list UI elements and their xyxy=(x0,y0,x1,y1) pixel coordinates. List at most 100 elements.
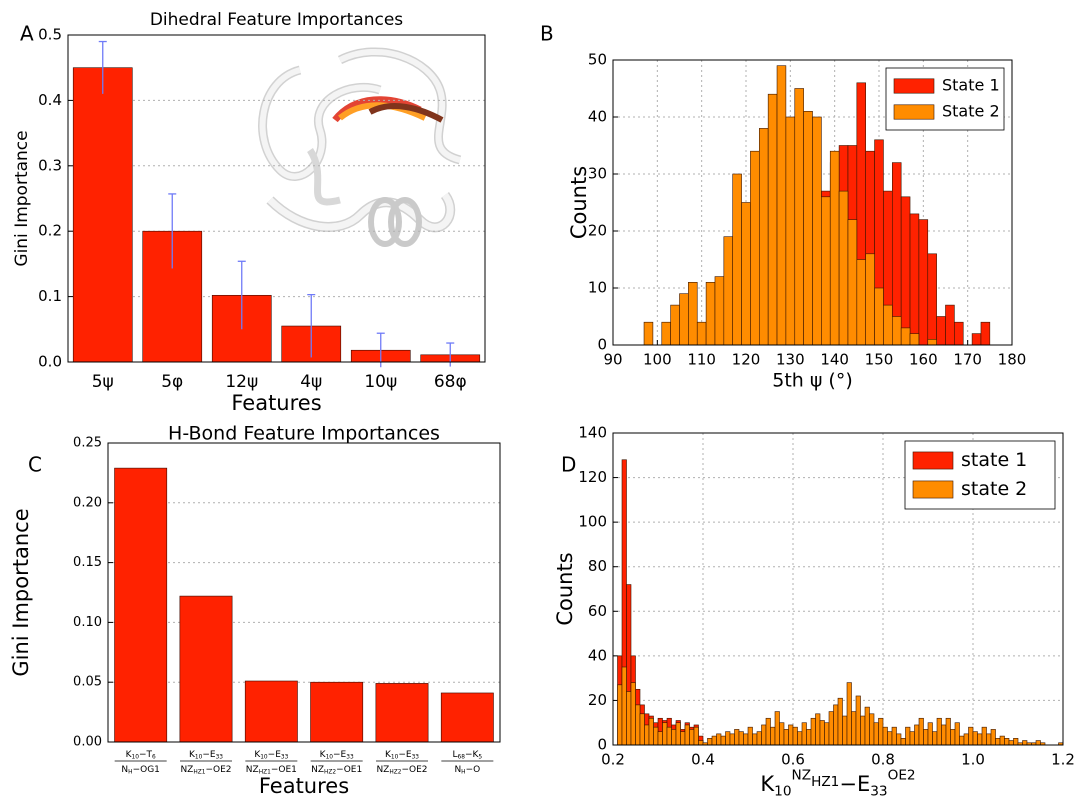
histogram-bar xyxy=(918,219,929,346)
histogram-bar xyxy=(927,338,937,346)
panel-label: D xyxy=(561,453,576,477)
legend-swatch xyxy=(912,480,954,499)
histogram-bar xyxy=(972,731,978,746)
histogram-bar xyxy=(980,321,991,346)
x-tick-label: 5φ xyxy=(161,372,183,392)
histogram-bar xyxy=(761,724,767,746)
x-axis-label-part: OE2 xyxy=(888,768,916,784)
plot-frame xyxy=(612,59,1013,346)
x-axis-label-part: 10 xyxy=(774,783,791,799)
histogram-bar xyxy=(621,666,627,746)
y-tick-label: 0.25 xyxy=(73,436,102,451)
x-tick-label-part: K xyxy=(189,750,196,760)
histogram-bar xyxy=(819,720,825,746)
histogram-bar xyxy=(896,733,902,746)
x-tick-label: 0.4 xyxy=(691,751,715,769)
plot-frame xyxy=(67,34,486,363)
y-tick-label: 140 xyxy=(578,424,607,442)
histogram-bar xyxy=(865,253,875,346)
histogram-bar xyxy=(971,333,982,346)
x-tick-label: 150 xyxy=(865,351,894,369)
x-tick-label-part: −O xyxy=(466,765,481,775)
legend-label: state 2 xyxy=(961,478,1027,500)
histogram-bar xyxy=(714,276,725,346)
legend-swatch xyxy=(893,104,935,120)
histogram-bar xyxy=(720,735,726,746)
histogram-bar xyxy=(838,190,849,346)
y-tick-label: 0.3 xyxy=(38,156,62,174)
histogram-bar xyxy=(1022,740,1028,746)
plot-frame xyxy=(107,442,501,743)
histogram-bar xyxy=(801,722,807,746)
panel-label: C xyxy=(28,453,42,477)
histogram-bar xyxy=(776,65,787,346)
x-tick-label: 0.6 xyxy=(781,751,805,769)
legend-label: State 2 xyxy=(942,102,1000,121)
bar xyxy=(244,680,298,743)
histogram-bar xyxy=(963,733,969,746)
histogram-bar xyxy=(1008,740,1014,746)
y-tick-label: 40 xyxy=(588,646,607,664)
histogram-bar xyxy=(847,219,858,346)
x-tick-label-part: HZ1 xyxy=(193,769,205,775)
histogram-bar xyxy=(783,729,789,746)
histogram-bar xyxy=(688,281,698,346)
x-tick-label: K10−T6 xyxy=(126,750,156,761)
x-tick-label-part: 33 xyxy=(412,754,420,760)
x-tick-label-part: NZ xyxy=(180,765,193,775)
histogram-bar xyxy=(950,729,956,746)
histogram-bar xyxy=(707,738,713,746)
histogram-bar xyxy=(644,724,650,746)
x-tick-label-part: 33 xyxy=(216,754,224,760)
y-tick-label: 0 xyxy=(597,736,607,754)
histogram-bar xyxy=(675,722,681,746)
histogram-bar xyxy=(639,713,645,746)
x-tick-label: 1.2 xyxy=(1051,751,1075,769)
histogram-bar xyxy=(738,731,744,746)
x-tick-label-part: 10 xyxy=(326,754,334,760)
histogram-bar xyxy=(824,722,830,746)
y-tick-label: 40 xyxy=(588,108,607,126)
y-tick-label: 20 xyxy=(588,691,607,709)
x-tick-label: 90 xyxy=(603,351,622,369)
x-tick-label-part: −OE2 xyxy=(401,765,427,775)
legend-swatch xyxy=(912,451,954,470)
y-tick-label: 0.5 xyxy=(38,26,62,44)
x-tick-label: 4ψ xyxy=(300,372,322,392)
histogram-bar xyxy=(914,724,920,746)
x-tick-label: NZHZ1−OE2 xyxy=(180,765,231,776)
histogram-bar xyxy=(630,682,636,746)
helix xyxy=(368,197,402,247)
y-tick-label: 0.05 xyxy=(73,675,102,690)
histogram-bar xyxy=(959,735,965,746)
histogram-bar xyxy=(927,253,937,346)
histogram-bar xyxy=(1013,738,1019,746)
x-tick-label: L68−K5 xyxy=(453,750,483,761)
histogram-bar xyxy=(873,722,879,746)
histogram-bar xyxy=(725,731,731,746)
histogram-bar xyxy=(711,735,717,746)
histogram-bar xyxy=(941,724,947,746)
x-axis-label-part: HZ1 xyxy=(811,774,839,790)
histogram-bar xyxy=(932,731,938,746)
x-tick-label: 110 xyxy=(687,351,716,369)
bar xyxy=(72,67,133,363)
histogram-bar xyxy=(909,731,915,746)
histogram-bar xyxy=(905,726,911,746)
x-tick-label-part: −OE1 xyxy=(336,765,362,775)
x-tick-label-part: NZ xyxy=(311,765,324,775)
legend-box xyxy=(885,67,1005,131)
y-tick-label: 0.2 xyxy=(38,222,62,240)
x-axis-label: 5th ψ (°) xyxy=(772,370,853,392)
x-tick-label: K10−E33 xyxy=(385,750,419,761)
histogram-bar xyxy=(936,717,942,746)
x-axis-label: Features xyxy=(231,391,321,415)
x-tick-label: 5ψ xyxy=(92,372,114,392)
histogram-bar xyxy=(968,726,974,746)
histogram-bar xyxy=(779,722,785,746)
ribbon xyxy=(338,49,461,163)
x-tick-label: NH−OG1 xyxy=(121,765,159,776)
histogram-bar xyxy=(927,722,933,746)
y-axis-label: Gini Importance xyxy=(12,130,32,266)
